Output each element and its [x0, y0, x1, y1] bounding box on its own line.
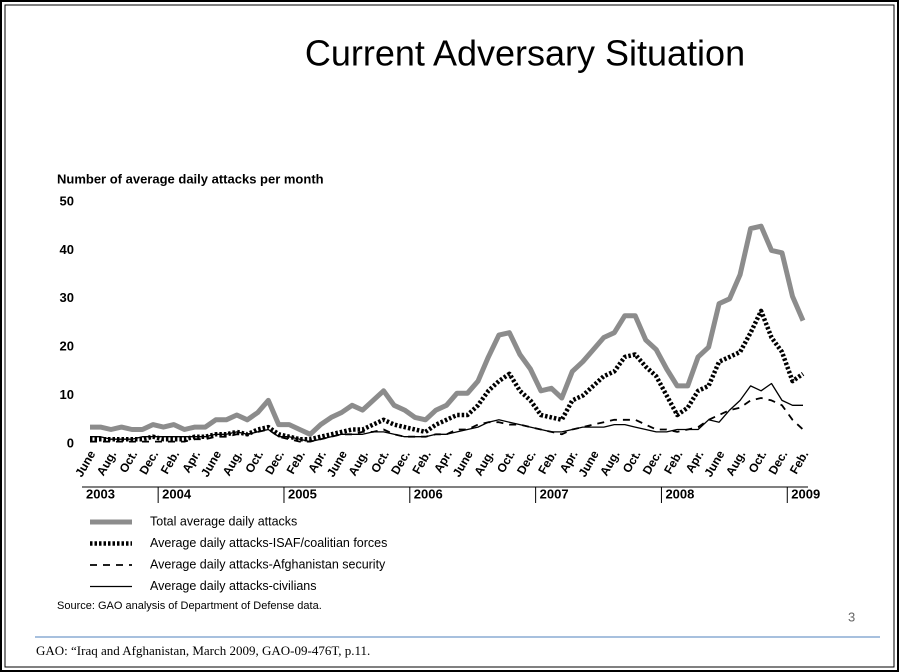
legend-label: Average daily attacks-civilians — [150, 579, 317, 593]
y-tick-label: 30 — [60, 290, 74, 305]
x-tick-label: Aug. — [471, 448, 496, 478]
x-tick-label: June — [324, 448, 350, 480]
x-tick-label: Aug. — [597, 448, 622, 478]
source-note: Source: GAO analysis of Department of De… — [57, 600, 322, 612]
series-line — [90, 223, 806, 437]
legend-label: Total average daily attacks — [150, 514, 297, 528]
y-tick-label: 40 — [60, 242, 74, 257]
x-tick-label: Aug. — [723, 448, 748, 478]
x-tick-label: Dec. — [640, 448, 665, 477]
x-tick-label: Aug. — [346, 448, 371, 478]
year-label: 2004 — [162, 486, 192, 501]
x-tick-label: June — [198, 448, 224, 480]
series-line — [90, 308, 805, 442]
y-tick-label: 50 — [60, 193, 74, 208]
x-tick-label: Dec. — [262, 448, 287, 477]
x-tick-label: Dec. — [514, 448, 539, 477]
x-tick-label: Feb. — [158, 448, 182, 476]
y-axis-label: Number of average daily attacks per mont… — [57, 171, 324, 186]
x-tick-label: Dec. — [766, 448, 791, 477]
slide-border-inner — [4, 4, 895, 668]
x-tick-label: Aug. — [220, 448, 245, 478]
y-tick-label: 10 — [60, 387, 74, 402]
x-tick-label: June — [701, 448, 727, 480]
legend-label: Average daily attacks-ISAF/coalitian for… — [150, 536, 387, 550]
x-tick-label: Feb. — [409, 448, 433, 476]
x-tick-label: Feb. — [535, 448, 559, 476]
page-number: 3 — [848, 609, 855, 624]
year-label: 2008 — [665, 486, 694, 501]
x-tick-label: June — [576, 448, 602, 480]
x-tick-label: June — [450, 448, 476, 480]
x-tick-label: Dec. — [388, 448, 413, 477]
slide-title: Current Adversary Situation — [305, 33, 745, 74]
y-tick-label: 20 — [60, 339, 74, 354]
x-tick-label: June — [72, 448, 98, 480]
series-line — [90, 382, 803, 443]
footer-citation: GAO: “Iraq and Afghanistan, March 2009, … — [36, 643, 370, 658]
x-tick-label: Feb. — [661, 448, 685, 476]
y-tick-label: 0 — [67, 435, 74, 450]
x-tick-label: Feb. — [284, 448, 308, 476]
series-line — [90, 397, 804, 443]
year-label: 2007 — [540, 486, 569, 501]
year-label: 2005 — [288, 486, 317, 501]
x-tick-label: Feb. — [787, 448, 811, 476]
year-label: 2006 — [414, 486, 443, 501]
year-label: 2009 — [791, 486, 820, 501]
year-label: 2003 — [86, 486, 115, 501]
x-tick-label: Dec. — [136, 448, 161, 477]
x-tick-label: Aug. — [94, 448, 119, 478]
legend-label: Average daily attacks-Afghanistan securi… — [150, 557, 386, 571]
